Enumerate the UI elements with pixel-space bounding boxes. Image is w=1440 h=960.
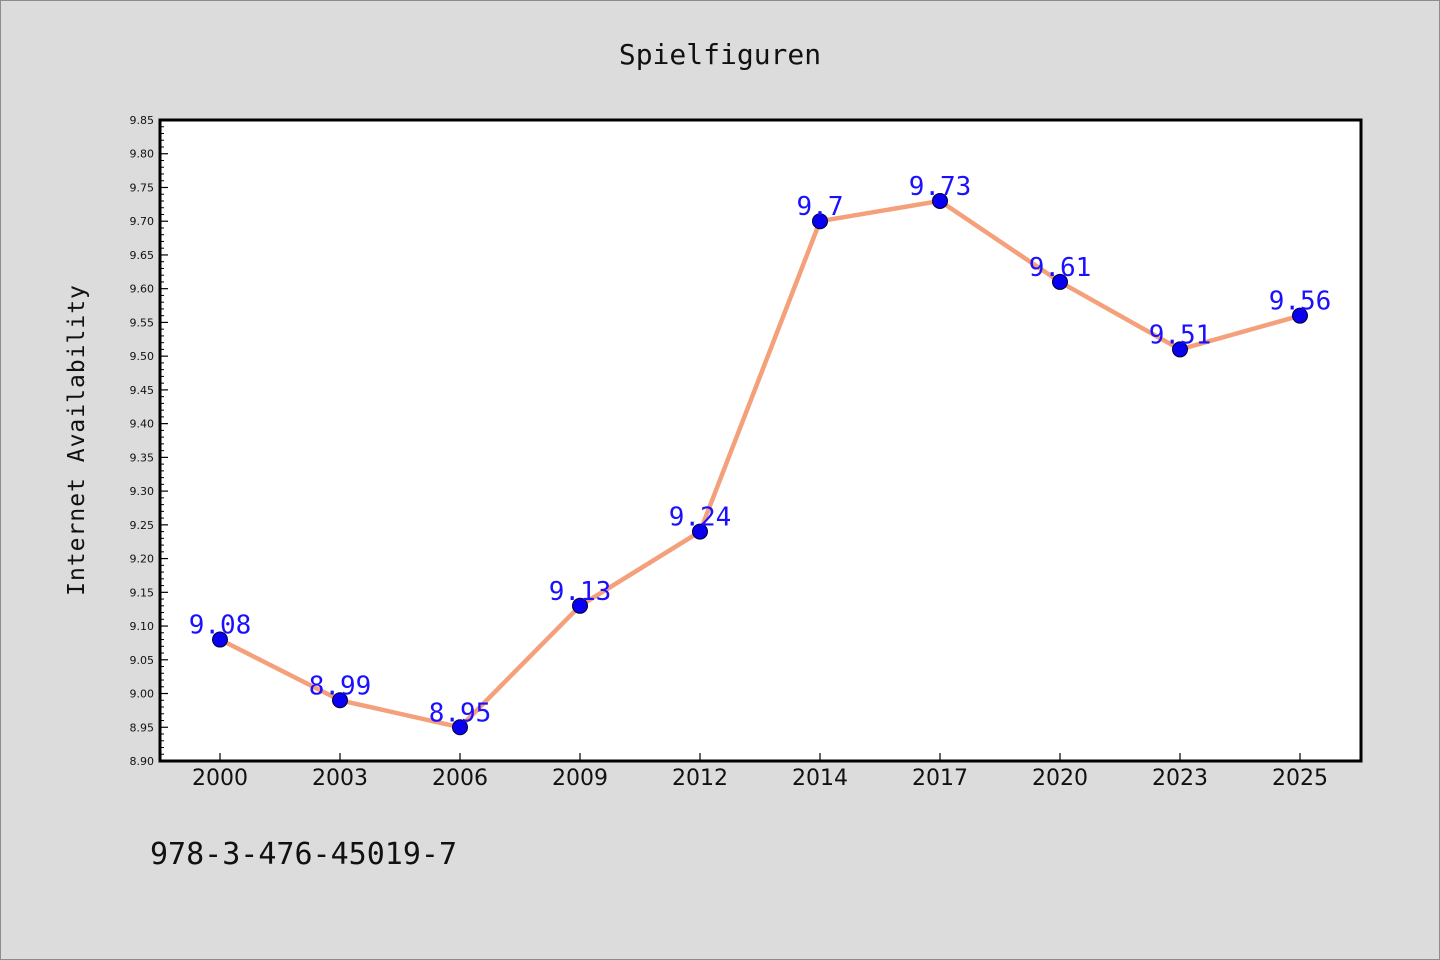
x-tick-label: 2012 bbox=[672, 766, 728, 791]
x-tick-label: 2023 bbox=[1152, 766, 1208, 791]
data-point bbox=[572, 597, 588, 614]
x-tick-label: 2009 bbox=[552, 766, 608, 791]
data-label: 9.08 bbox=[189, 611, 252, 641]
y-tick-label: 9.30 bbox=[130, 485, 155, 498]
y-tick-label: 9.55 bbox=[130, 316, 155, 329]
y-tick-label: 9.45 bbox=[130, 384, 155, 397]
y-tick-label: 9.10 bbox=[130, 620, 155, 633]
data-point bbox=[692, 523, 708, 540]
data-point bbox=[932, 192, 948, 209]
data-point bbox=[812, 213, 828, 230]
data-point bbox=[1172, 341, 1188, 358]
y-tick-label: 9.65 bbox=[130, 249, 155, 262]
x-tick-label: 2017 bbox=[912, 766, 968, 791]
data-point bbox=[1292, 307, 1308, 324]
x-axis-ticks: 2000 2003 2006 2009 2012 2014 2017 2020 2023 2025 bbox=[192, 753, 1328, 791]
data-label: 9.51 bbox=[1149, 320, 1212, 350]
y-tick-label: 9.60 bbox=[130, 283, 155, 296]
y-tick-label: 9.50 bbox=[130, 350, 155, 363]
x-tick-label: 2000 bbox=[192, 766, 248, 791]
series-line bbox=[217, 198, 1303, 730]
y-tick-label: 9.75 bbox=[130, 181, 155, 194]
y-tick-label: 9.00 bbox=[130, 688, 155, 701]
y-tick-label: 8.95 bbox=[130, 721, 155, 734]
data-label: 9.73 bbox=[909, 172, 972, 202]
y-tick-label: 9.25 bbox=[130, 519, 155, 532]
chart-title: Spielfiguren bbox=[619, 38, 821, 71]
y-tick-label: 8.90 bbox=[130, 755, 155, 768]
series-layer: 9.08 8.99 8.95 9.13 9.24 9.7 9.73 9.61 9.51 9.56 bbox=[189, 172, 1332, 736]
y-tick-label: 9.20 bbox=[130, 553, 155, 566]
data-label: 9.24 bbox=[669, 503, 732, 533]
y-tick-label: 9.70 bbox=[130, 215, 155, 228]
data-label: 9.7 bbox=[797, 192, 844, 222]
data-label: 9.13 bbox=[549, 577, 612, 607]
data-label: 8.95 bbox=[429, 698, 492, 728]
data-label: 9.61 bbox=[1029, 253, 1092, 283]
data-point bbox=[452, 719, 468, 736]
y-axis-ticks: 8.90 8.95 9.00 9.05 9.10 9.15 9.20 9.25 9.30 9.35… bbox=[130, 114, 168, 768]
y-axis-label: Internet Availability bbox=[64, 284, 90, 596]
y-tick-label: 9.80 bbox=[130, 148, 155, 161]
data-point bbox=[212, 631, 228, 648]
y-tick-label: 9.35 bbox=[130, 451, 155, 464]
x-tick-label: 2020 bbox=[1032, 766, 1088, 791]
data-label: 8.99 bbox=[309, 671, 372, 701]
x-tick-label: 2003 bbox=[312, 766, 368, 791]
data-label: 9.56 bbox=[1269, 287, 1332, 317]
y-tick-label: 9.85 bbox=[130, 114, 155, 127]
data-point bbox=[332, 692, 348, 709]
x-tick-label: 2014 bbox=[792, 766, 848, 791]
x-tick-label: 2006 bbox=[432, 766, 488, 791]
y-tick-label: 9.05 bbox=[130, 654, 155, 667]
y-tick-label: 9.15 bbox=[130, 586, 155, 599]
data-point bbox=[1052, 273, 1068, 290]
x-tick-label: 2025 bbox=[1272, 766, 1328, 791]
plot-area bbox=[158, 118, 1363, 763]
y-tick-label: 9.40 bbox=[130, 418, 155, 431]
isbn-text: 978-3-476-45019-7 bbox=[150, 837, 457, 872]
